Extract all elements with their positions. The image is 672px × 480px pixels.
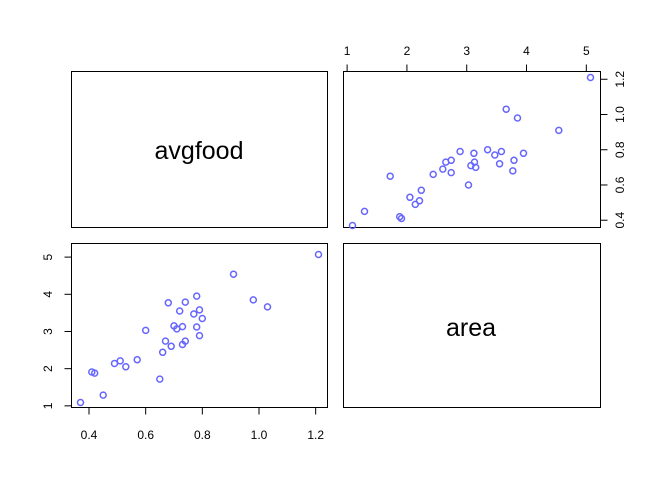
point-area-vs-avgfood	[502, 105, 510, 113]
y-axis-right-avgfood-tick-label: 1.2	[613, 71, 627, 88]
point-avgfood-vs-area	[195, 331, 204, 340]
point-area-vs-avgfood	[483, 145, 492, 154]
point-avgfood-vs-area	[122, 363, 130, 371]
x-axis-bottom-avgfood-tick-label: 1.0	[251, 428, 268, 442]
point-area-vs-avgfood	[406, 193, 414, 202]
diagonal-label-area: area	[446, 314, 496, 342]
point-area-vs-avgfood	[495, 160, 504, 168]
point-area-vs-avgfood	[429, 170, 437, 179]
point-area-vs-avgfood	[509, 167, 517, 175]
point-avgfood-vs-area	[195, 306, 204, 314]
point-area-vs-avgfood	[417, 186, 426, 195]
point-avgfood-vs-area	[249, 296, 258, 304]
point-avgfood-vs-area	[190, 310, 198, 318]
y-axis-right-avgfood-tick-label: 0.4	[613, 212, 627, 229]
scatter-avgfood-vs-area	[76, 250, 323, 407]
y-axis-right-avgfood-tick-label: 0.6	[613, 176, 627, 193]
point-area-vs-avgfood	[555, 126, 563, 135]
point-avgfood-vs-area	[156, 375, 164, 383]
x-axis-bottom-avgfood-tick-label: 0.6	[137, 428, 154, 442]
point-area-vs-avgfood	[510, 156, 518, 165]
point-area-vs-avgfood	[470, 158, 479, 166]
point-avgfood-vs-area	[161, 337, 170, 345]
y-axis-right-avgfood-tick-label: 1.0	[613, 106, 627, 123]
panel-top-left-frame	[71, 71, 328, 228]
y-axis-left-area-tick-label: 1	[41, 402, 55, 409]
point-area-vs-avgfood	[360, 207, 369, 216]
point-area-vs-avgfood	[411, 200, 420, 209]
point-area-vs-avgfood	[497, 147, 506, 156]
point-avgfood-vs-area	[116, 357, 124, 365]
x-axis-bottom-avgfood-tick-label: 0.4	[81, 428, 98, 442]
point-avgfood-vs-area	[175, 307, 184, 315]
point-avgfood-vs-area	[229, 270, 238, 278]
point-avgfood-vs-area	[178, 322, 187, 331]
y-axis-left-area-tick-label: 3	[41, 328, 55, 335]
axes-layer: 0.4 0.6 0.8 1.0 1.2 1 2 3 4 5 1 2 3 4 5 0.4 0.6 0.8 1.0 1.2	[41, 44, 627, 442]
point-avgfood-vs-area	[99, 391, 107, 399]
x-axis-top-area-tick-label: 3	[463, 44, 470, 58]
point-area-vs-avgfood	[348, 221, 357, 230]
point-avgfood-vs-area	[263, 303, 272, 311]
x-axis-top-area-tick-label: 5	[583, 44, 590, 58]
point-avgfood-vs-area	[192, 323, 201, 331]
point-area-vs-avgfood	[415, 197, 424, 205]
y-axis-left-area-tick-label: 5	[41, 253, 55, 260]
point-avgfood-vs-area	[133, 355, 141, 364]
point-avgfood-vs-area	[192, 292, 201, 300]
y-axis-left-area-tick-label: 2	[41, 365, 55, 372]
panel-top-right-frame	[343, 71, 601, 228]
point-avgfood-vs-area	[76, 398, 85, 407]
point-avgfood-vs-area	[314, 250, 323, 259]
point-area-vs-avgfood	[439, 165, 447, 173]
x-axis-bottom-avgfood-tick-label: 0.8	[194, 428, 211, 442]
point-area-vs-avgfood	[513, 114, 522, 122]
point-area-vs-avgfood	[586, 73, 595, 82]
point-avgfood-vs-area	[181, 298, 190, 306]
scatter-area-vs-avgfood	[348, 73, 595, 230]
point-avgfood-vs-area	[141, 326, 150, 335]
point-avgfood-vs-area	[158, 348, 167, 357]
point-avgfood-vs-area	[198, 314, 207, 323]
point-area-vs-avgfood	[519, 149, 528, 158]
point-area-vs-avgfood	[447, 156, 455, 165]
y-axis-right-avgfood-tick-label: 0.8	[613, 141, 627, 158]
point-area-vs-avgfood	[464, 181, 473, 189]
panel-bottom-right-frame	[343, 243, 601, 408]
point-area-vs-avgfood	[386, 172, 394, 180]
point-area-vs-avgfood	[456, 147, 464, 156]
point-area-vs-avgfood	[447, 168, 455, 177]
point-area-vs-avgfood	[397, 214, 406, 223]
x-axis-top-area-tick-label: 1	[344, 44, 351, 58]
point-avgfood-vs-area	[90, 369, 99, 377]
x-axis-top-area-tick-label: 4	[523, 44, 530, 58]
diagonal-label-avgfood: avgfood	[155, 137, 244, 165]
y-axis-left-area-tick-label: 4	[41, 291, 55, 298]
point-area-vs-avgfood	[491, 151, 499, 159]
x-axis-top-area-tick-label: 2	[404, 44, 411, 58]
point-avgfood-vs-area	[164, 299, 173, 307]
point-avgfood-vs-area	[167, 342, 175, 351]
point-area-vs-avgfood	[470, 149, 478, 158]
point-avgfood-vs-area	[181, 337, 190, 345]
x-axis-bottom-avgfood-tick-label: 1.2	[307, 428, 324, 442]
point-area-vs-avgfood	[395, 212, 404, 221]
